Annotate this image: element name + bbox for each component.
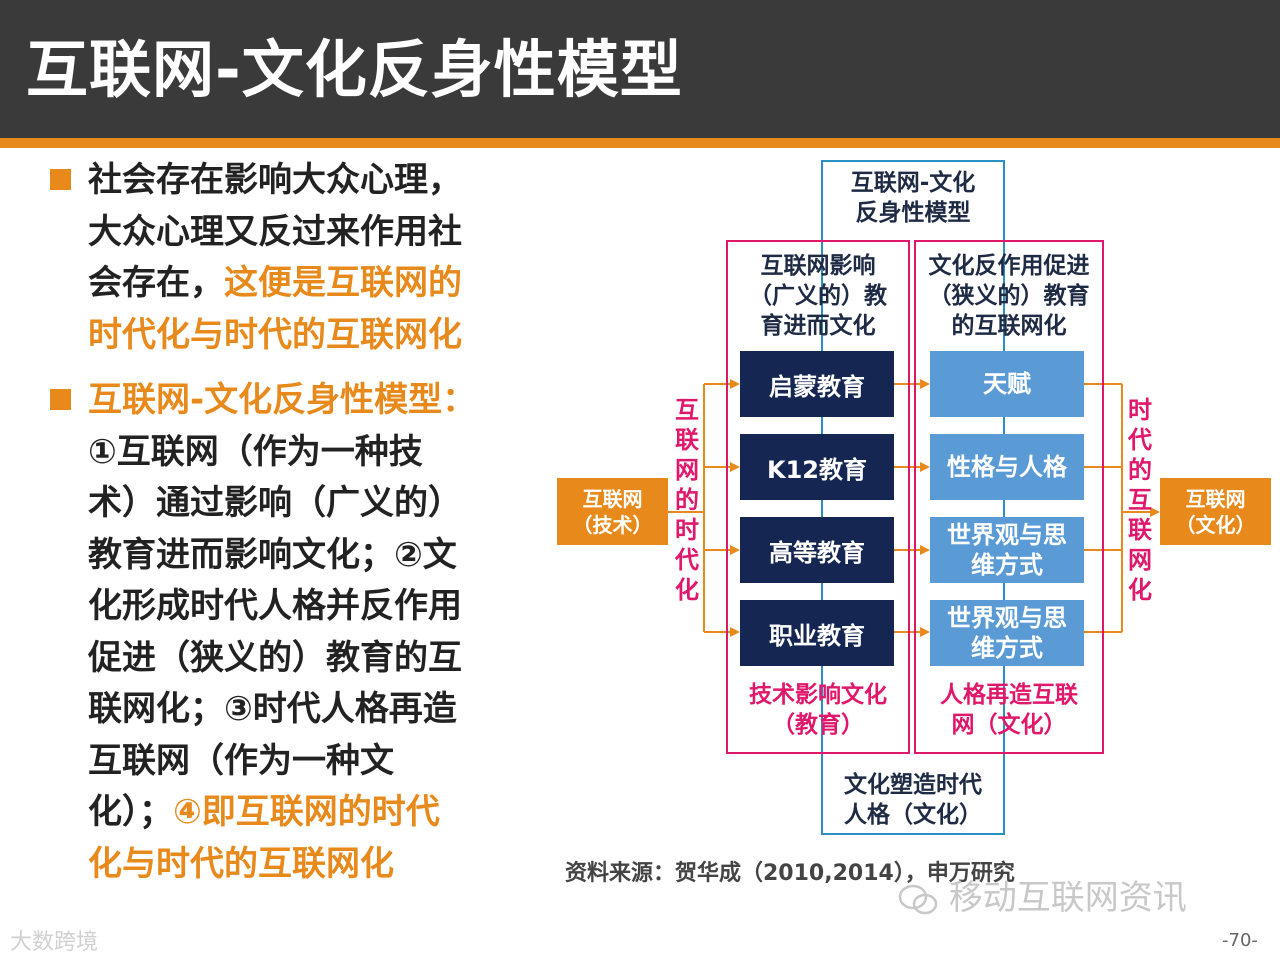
bullet-segment: 化形成时代人格并反作用 — [88, 586, 462, 626]
personality-box-worldview: 世界观与思 维方式 — [930, 517, 1084, 583]
bullet-highlight: ④即互联网的时代 — [173, 792, 440, 832]
bullet-highlight: 这便是互联网的 — [224, 263, 462, 303]
education-box-higher: 高等教育 — [740, 517, 894, 583]
personality-box-line: 世界观与思 — [947, 521, 1067, 549]
personality-box-worldview-2: 世界观与思 维方式 — [930, 600, 1084, 666]
bullet-segment: 术）通过影响（广义的） — [88, 483, 462, 523]
bullet-line: 化形成时代人格并反作用 — [88, 581, 530, 633]
personality-box-character: 性格与人格 — [930, 434, 1084, 500]
bullet-line: 促进（狭义的）教育的互 — [88, 633, 530, 685]
page-number: -70- — [1222, 930, 1258, 951]
bullet-segment: ①互联网（作为一种技 — [88, 431, 423, 472]
bullet-segment: 教育进而影响文化；②文 — [88, 534, 457, 575]
bullet-item-2: 互联网-文化反身性模型： ①互联网（作为一种技 术）通过影响（广义的） 教育进而… — [50, 375, 530, 890]
right-caption: 人格再造互联 网（文化） — [916, 680, 1102, 740]
bottom-label: 文化塑造时代 人格（文化） — [823, 770, 1003, 830]
bullet-segment: 互联网（作为一种文 — [88, 740, 394, 781]
bullet-line: 社会存在影响大众心理， — [88, 155, 530, 207]
output-box-internet-culture: 互联网 （文化） — [1160, 478, 1271, 545]
right-column-title: 文化反作用促进 （狭义的）教育 的互联网化 — [916, 251, 1102, 341]
chat-bubble-icon — [898, 884, 938, 914]
bullet-line: ①互联网（作为一种技 — [88, 427, 530, 479]
model-title-line: 互联网-文化 — [850, 170, 976, 196]
input-box-line: 互联网 — [582, 486, 643, 511]
output-box-line: 互联网 — [1185, 486, 1246, 511]
right-column-title-line: （狭义的）教育 — [928, 283, 1090, 309]
bullet-line: 化）；④即互联网的时代 — [88, 787, 530, 839]
bottom-label-line: 文化塑造时代 — [844, 772, 982, 798]
brand-logo: 大数跨境 — [10, 924, 98, 956]
left-caption-line: （教育） — [772, 712, 864, 738]
personality-box-line: 世界观与思 — [947, 604, 1067, 632]
left-column-title: 互联网影响 （广义的）教 育进而文化 — [728, 251, 908, 341]
personality-box-line: 维方式 — [971, 634, 1043, 662]
education-box-k12: K12教育 — [740, 434, 894, 500]
right-column-title-line: 的互联网化 — [951, 313, 1067, 339]
personality-box-line: 天赋 — [983, 370, 1031, 398]
output-box-line: （文化） — [1175, 512, 1256, 537]
left-column-title-line: 互联网影响 — [760, 253, 876, 279]
input-box-line: （技术） — [572, 512, 653, 537]
bullet-segment: 大众心理又反过来作用社 — [88, 211, 462, 252]
personality-box-line: 性格与人格 — [947, 453, 1067, 481]
bullet-item-1: 社会存在影响大众心理， 大众心理又反过来作用社 会存在，这便是互联网的 时代化与… — [50, 155, 530, 361]
left-vertical-label: 互联网的时代化 — [675, 396, 699, 604]
bullet-line: 会存在，这便是互联网的 — [88, 258, 530, 310]
bullet-square-icon — [50, 389, 71, 410]
right-caption-line: 人格再造互联 — [940, 682, 1078, 708]
bullet-line: 时代化与时代的互联网化 — [88, 310, 530, 362]
bullet-square-icon — [50, 169, 71, 190]
model-title: 互联网-文化 反身性模型 — [823, 168, 1003, 228]
bullet-list: 社会存在影响大众心理， 大众心理又反过来作用社 会存在，这便是互联网的 时代化与… — [50, 155, 530, 890]
education-box-enlightenment: 启蒙教育 — [740, 351, 894, 417]
education-box-vocational: 职业教育 — [740, 600, 894, 666]
bullet-highlight: 互联网-文化反身性模型： — [88, 380, 477, 420]
left-column-title-line: 育进而文化 — [760, 313, 876, 339]
bullet-line: 教育进而影响文化；②文 — [88, 530, 530, 582]
left-caption: 技术影响文化 （教育） — [728, 680, 908, 740]
brand-text: 大数跨境 — [10, 930, 99, 955]
left-frame — [726, 240, 910, 754]
page-title: 互联网-文化反身性模型 — [26, 33, 683, 106]
bullet-segment: 会存在， — [88, 263, 224, 303]
bullet-line: 互联网（作为一种文 — [88, 736, 530, 788]
input-box-internet-tech: 互联网 （技术） — [557, 478, 668, 545]
bullet-segment: 促进（狭义的）教育的互 — [88, 637, 462, 678]
bullet-line: 化与时代的互联网化 — [88, 839, 530, 891]
bullet-line: 大众心理又反过来作用社 — [88, 207, 530, 259]
bullet-segment: 联网化；③时代人格再造 — [88, 689, 457, 729]
watermark: 移动互联网资讯 — [898, 870, 1187, 919]
model-title-line: 反身性模型 — [855, 200, 971, 226]
right-caption-line: 网（文化） — [951, 712, 1067, 738]
bullet-segment: 化）； — [88, 792, 173, 832]
right-column-title-line: 文化反作用促进 — [928, 253, 1090, 279]
personality-box-talent: 天赋 — [930, 351, 1084, 417]
watermark-text: 移动互联网资讯 — [948, 878, 1187, 918]
left-caption-line: 技术影响文化 — [749, 682, 887, 708]
right-vertical-label: 时代的互联网化 — [1128, 396, 1152, 604]
title-bar — [0, 0, 1280, 138]
bullet-highlight: 化与时代的互联网化 — [88, 843, 394, 884]
title-accent-stripe — [0, 138, 1280, 148]
bullet-line: 联网化；③时代人格再造 — [88, 684, 530, 736]
source-note: 资料来源：贺华成（2010,2014），申万研究 — [565, 861, 1015, 886]
bullet-highlight: 时代化与时代的互联网化 — [88, 314, 462, 355]
personality-box-line: 维方式 — [971, 551, 1043, 579]
bullet-line: 术）通过影响（广义的） — [88, 478, 530, 530]
right-frame — [914, 240, 1104, 754]
left-column-title-line: （广义的）教 — [749, 283, 887, 309]
bottom-label-line: 人格（文化） — [844, 802, 982, 828]
bullet-line: 互联网-文化反身性模型： — [88, 375, 530, 427]
bullet-segment: 社会存在影响大众心理， — [88, 160, 462, 200]
